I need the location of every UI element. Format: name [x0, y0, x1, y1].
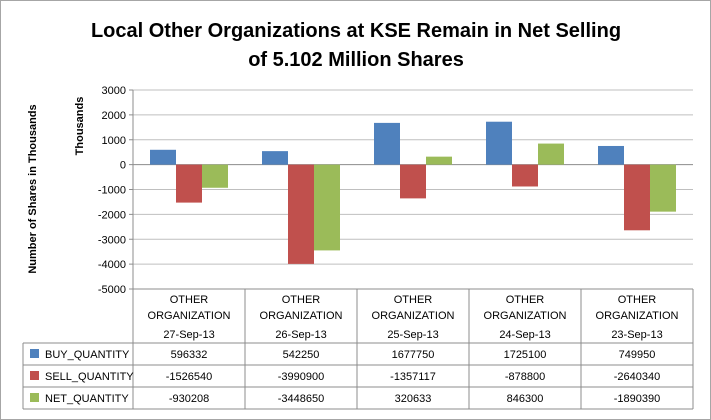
y-tick-label-4: -1000	[98, 185, 126, 197]
bar-net_quantity-4	[650, 164, 676, 212]
cell-buy_quantity-2: 1677750	[392, 349, 435, 361]
cell-buy_quantity-3: 1725100	[504, 349, 547, 361]
cell-sell_quantity-1: -3990900	[278, 371, 325, 383]
bar-sell_quantity-2	[400, 164, 426, 199]
bar-sell_quantity-1	[288, 164, 314, 264]
cell-net_quantity-0: -930208	[169, 393, 209, 405]
bar-buy_quantity-4	[598, 145, 624, 165]
y-tick-label-2: 1000	[102, 135, 126, 147]
legend-swatch-net_quantity	[30, 393, 39, 402]
bar-buy_quantity-3	[486, 121, 512, 165]
bar-sell_quantity-4	[624, 164, 650, 231]
y-tick-label-7: -4000	[98, 259, 126, 271]
cell-net_quantity-3: 846300	[507, 393, 544, 405]
chart-title-line-1: Local Other Organizations at KSE Remain …	[91, 20, 621, 42]
y-tick-label-0: 3000	[102, 85, 126, 97]
cell-net_quantity-1: -3448650	[278, 393, 325, 405]
category-date-0: 27-Sep-13	[163, 329, 214, 341]
cell-net_quantity-4: -1890390	[614, 393, 661, 405]
y-tick-label-5: -2000	[98, 209, 126, 221]
y-tick-label-3: 0	[120, 160, 126, 172]
category-group-3: OTHER	[506, 294, 545, 306]
chart-title-line-2: of 5.102 Million Shares	[248, 49, 464, 71]
category-group-4: OTHER	[618, 294, 657, 306]
category-group2-4: ORGANIZATION	[596, 310, 679, 322]
cell-net_quantity-2: 320633	[395, 393, 432, 405]
bar-buy_quantity-1	[262, 151, 288, 165]
y-tick-label-8: -5000	[98, 284, 126, 296]
legend-label-buy_quantity: BUY_QUANTITY	[45, 349, 130, 361]
y-tick-label-1: 2000	[102, 110, 126, 122]
category-group-0: OTHER	[170, 294, 209, 306]
bar-net_quantity-1	[314, 164, 340, 251]
category-group-1: OTHER	[282, 294, 321, 306]
category-group2-0: ORGANIZATION	[148, 310, 231, 322]
bar-net_quantity-0	[202, 164, 228, 188]
cell-sell_quantity-0: -1526540	[166, 371, 213, 383]
bar-net_quantity-3	[538, 143, 564, 165]
bar-net_quantity-2	[426, 156, 452, 165]
data-table: OTHER ORGANIZATION 27-Sep-13 OTHER ORGANIZAT…	[22, 288, 694, 410]
bar-sell_quantity-0	[176, 164, 202, 203]
cell-sell_quantity-4: -2640340	[614, 371, 661, 383]
category-date-1: 26-Sep-13	[275, 329, 326, 341]
y-tick-label-6: -3000	[98, 234, 126, 246]
legend-swatch-buy_quantity	[30, 349, 39, 358]
cell-buy_quantity-4: 749950	[619, 349, 656, 361]
y-axis-title-outer: Number of Shares in Thousands	[27, 104, 39, 273]
category-group2-2: ORGANIZATION	[372, 310, 455, 322]
category-group2-1: ORGANIZATION	[260, 310, 343, 322]
cell-buy_quantity-1: 542250	[283, 349, 320, 361]
category-date-2: 25-Sep-13	[387, 329, 438, 341]
cell-buy_quantity-0: 596332	[171, 349, 208, 361]
category-group-2: OTHER	[394, 294, 433, 306]
bar-buy_quantity-2	[374, 122, 400, 165]
bar-buy_quantity-0	[150, 149, 176, 165]
cell-sell_quantity-2: -1357117	[390, 371, 436, 383]
category-group2-3: ORGANIZATION	[484, 310, 567, 322]
legend-swatch-sell_quantity	[30, 371, 39, 380]
cell-sell_quantity-3: -878800	[505, 371, 545, 383]
category-date-4: 23-Sep-13	[611, 329, 662, 341]
y-axis-title-inner: Thousands	[74, 97, 86, 156]
legend-label-sell_quantity: SELL_QUANTITY	[45, 371, 134, 383]
bar-sell_quantity-3	[512, 164, 538, 187]
category-date-3: 24-Sep-13	[499, 329, 550, 341]
legend-label-net_quantity: NET_QUANTITY	[45, 393, 129, 405]
bar-layer	[150, 121, 676, 264]
